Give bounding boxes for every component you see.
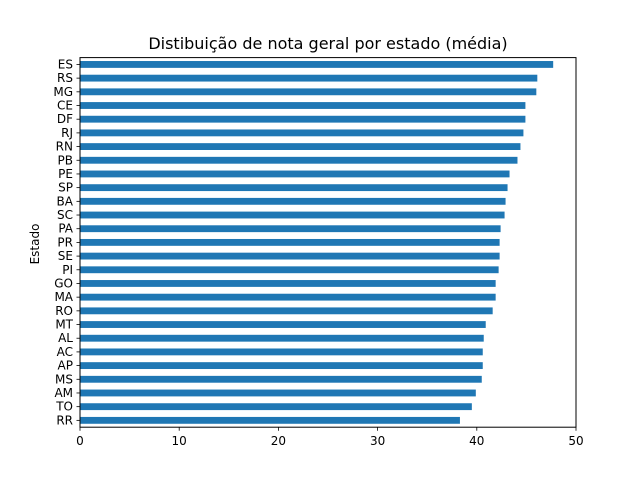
bar-ac bbox=[80, 348, 483, 356]
y-tick-label: MA bbox=[54, 290, 73, 304]
chart-title: Distibuição de nota geral por estado (mé… bbox=[148, 34, 507, 53]
y-tick-label: RN bbox=[56, 140, 73, 154]
y-tick-label: RJ bbox=[61, 126, 73, 140]
bar-rr bbox=[80, 416, 460, 424]
y-tick-label: GO bbox=[54, 276, 73, 290]
x-tick-label: 10 bbox=[172, 434, 187, 448]
x-tick-label: 30 bbox=[370, 434, 385, 448]
y-axis-label: Estado bbox=[28, 224, 42, 265]
y-tick-label: RR bbox=[56, 413, 73, 427]
bar-sc bbox=[80, 211, 505, 219]
y-tick-label: DF bbox=[57, 112, 73, 126]
y-tick-label: SC bbox=[57, 208, 73, 222]
bar-pr bbox=[80, 238, 500, 246]
bar-ro bbox=[80, 307, 493, 315]
bar-ce bbox=[80, 102, 526, 109]
y-tick-label: AP bbox=[58, 359, 73, 373]
y-tick-label: PB bbox=[58, 153, 73, 167]
y-tick-label: BA bbox=[57, 194, 74, 208]
bar-al bbox=[80, 334, 484, 342]
x-tick-label: 0 bbox=[76, 434, 84, 448]
bar-mt bbox=[80, 321, 486, 328]
y-tick-label: AL bbox=[58, 331, 73, 345]
bar-rs bbox=[80, 74, 538, 82]
x-tick-label: 50 bbox=[568, 434, 583, 448]
bar-se bbox=[80, 252, 500, 260]
bar-ba bbox=[80, 197, 506, 205]
x-ticks: 0 10 20 30 40 50 bbox=[76, 427, 584, 448]
bar-go bbox=[80, 280, 496, 287]
bar-rn bbox=[80, 143, 521, 150]
y-tick-label: PE bbox=[58, 167, 73, 181]
y-tick-label: CE bbox=[57, 99, 73, 113]
y-tick-label: PA bbox=[58, 222, 73, 236]
bar-pb bbox=[80, 156, 518, 164]
y-tick-label: TO bbox=[55, 400, 73, 414]
bar-ma bbox=[80, 293, 496, 301]
bar-es bbox=[80, 61, 554, 68]
bar-df bbox=[80, 115, 526, 123]
y-tick-label: RO bbox=[55, 304, 73, 318]
bar-to bbox=[80, 403, 472, 411]
y-tick-label: MS bbox=[55, 372, 73, 386]
bar-ap bbox=[80, 362, 483, 370]
y-tick-label: SE bbox=[58, 249, 73, 263]
plot-frame bbox=[79, 57, 577, 428]
bar-pe bbox=[80, 170, 510, 178]
bars-group bbox=[80, 61, 554, 424]
bar-mg bbox=[80, 88, 537, 96]
y-tick-label: MG bbox=[53, 85, 73, 99]
y-tick-label: AC bbox=[57, 345, 73, 359]
y-ticks: ESRSMGCEDFRJRNPBPESPBASCPAPRSEPIGOMAROMT… bbox=[53, 57, 80, 427]
bar-ms bbox=[80, 375, 482, 383]
bar-rj bbox=[80, 129, 524, 137]
y-tick-label: RS bbox=[57, 71, 73, 85]
y-tick-label: PI bbox=[62, 263, 73, 277]
bar-pi bbox=[80, 266, 499, 274]
bar-pa bbox=[80, 225, 501, 233]
y-tick-label: ES bbox=[58, 57, 73, 71]
bar-sp bbox=[80, 184, 508, 192]
y-tick-label: PR bbox=[57, 235, 73, 249]
y-tick-label: SP bbox=[58, 181, 73, 195]
y-tick-label: AM bbox=[54, 386, 73, 400]
x-tick-label: 40 bbox=[469, 434, 484, 448]
y-tick-label: MT bbox=[55, 318, 73, 332]
x-tick-label: 20 bbox=[271, 434, 286, 448]
bar-am bbox=[80, 389, 476, 397]
